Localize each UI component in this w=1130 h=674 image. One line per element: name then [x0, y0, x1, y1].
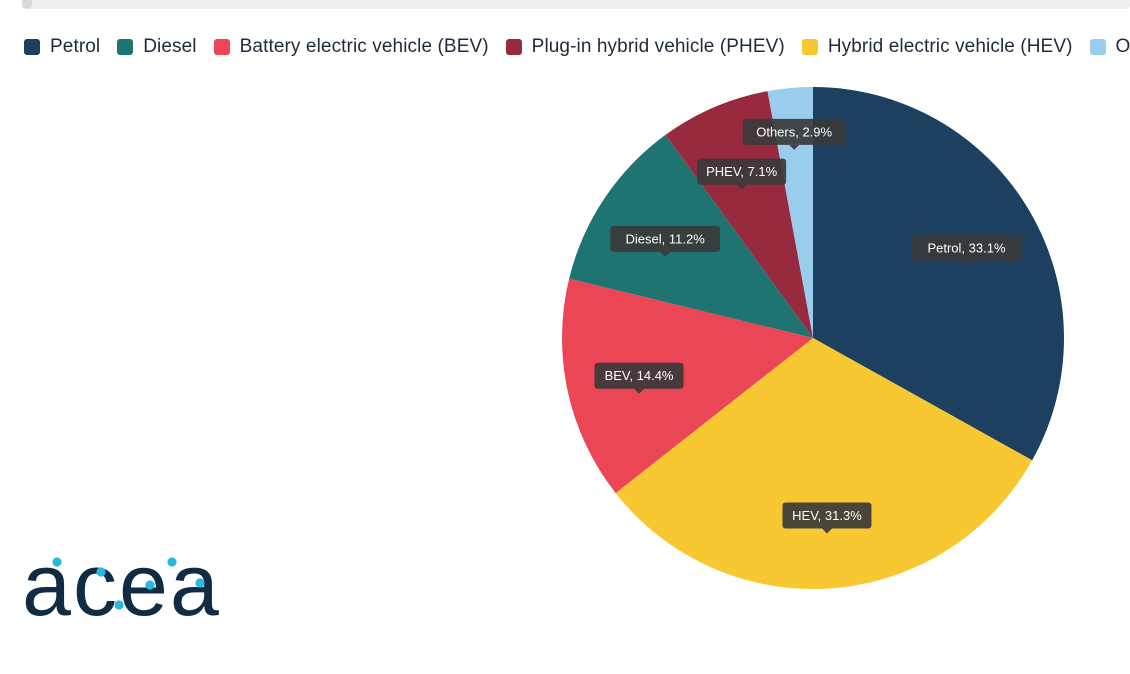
legend-swatch — [801, 39, 818, 55]
data-label-pointer — [660, 251, 671, 257]
legend-item-diesel[interactable]: Diesel — [117, 36, 197, 58]
data-label-box — [742, 118, 846, 145]
data-label-pointer — [634, 388, 645, 394]
data-label-pointer — [961, 260, 972, 266]
data-label: Petrol, 33.1% — [911, 234, 1022, 266]
data-label-pointer — [736, 184, 747, 190]
logo-dot — [195, 578, 205, 588]
data-label-box — [594, 362, 684, 389]
logo-dot — [114, 600, 124, 610]
logo-dot — [96, 567, 106, 577]
data-label-pointer — [821, 528, 832, 534]
legend-item-others[interactable]: Others — [1089, 36, 1130, 58]
scrollbar-thumb[interactable] — [22, 0, 32, 9]
pie-slice-battery-electric-vehicle-bev[interactable] — [562, 278, 813, 494]
legend-label: Diesel — [143, 36, 197, 57]
legend-label: Petrol — [50, 36, 101, 57]
data-label-box — [610, 225, 721, 252]
data-label-text: Petrol, 33.1% — [927, 240, 1005, 255]
data-label: PHEV, 7.1% — [697, 158, 787, 190]
data-label-text: HEV, 31.3% — [792, 508, 862, 523]
data-label: BEV, 14.4% — [594, 362, 684, 394]
data-label: Diesel, 11.2% — [610, 225, 721, 257]
data-label-text: Others, 2.9% — [756, 124, 832, 139]
data-label-text: PHEV, 7.1% — [706, 164, 778, 179]
logo-dot — [52, 557, 62, 567]
pie-slice-hybrid-electric-vehicle-hev[interactable] — [615, 338, 1033, 589]
data-label-box — [697, 158, 787, 185]
data-label-text: BEV, 14.4% — [605, 368, 674, 383]
legend-swatch — [24, 39, 40, 55]
legend-item-hev[interactable]: Hybrid electric vehicle (HEV) — [801, 36, 1073, 58]
data-label: Others, 2.9% — [742, 118, 846, 150]
legend-item-bev[interactable]: Battery electric vehicle (BEV) — [213, 36, 489, 58]
logo-dot — [167, 557, 177, 567]
pie-slice-plug-in-hybrid-vehicle-phev[interactable] — [665, 91, 813, 339]
legend-swatch — [505, 39, 522, 55]
legend-item-phev[interactable]: Plug-in hybrid vehicle (PHEV) — [505, 36, 785, 58]
acea-logo: acea — [22, 545, 221, 625]
data-label-box — [782, 502, 872, 529]
legend-label: Hybrid electric vehicle (HEV) — [827, 36, 1073, 57]
legend-label: Battery electric vehicle (BEV) — [239, 36, 489, 57]
logo-wordmark: acea — [22, 545, 221, 625]
data-label-box — [911, 234, 1022, 261]
pie-slice-petrol[interactable] — [813, 87, 1064, 461]
data-label-pointer — [789, 144, 800, 150]
legend-swatch — [1089, 39, 1106, 55]
legend-item-petrol[interactable]: Petrol — [24, 36, 100, 58]
logo-dot — [145, 580, 155, 590]
data-label-text: Diesel, 11.2% — [626, 231, 706, 246]
legend-swatch — [117, 39, 134, 55]
legend-swatch — [213, 39, 230, 55]
legend-label: Plug-in hybrid vehicle (PHEV) — [531, 36, 785, 57]
top-scrollbar[interactable] — [22, 0, 1130, 9]
pie-slice-others[interactable] — [767, 87, 813, 338]
legend: Petrol Diesel Battery electric vehicle (… — [24, 34, 1130, 60]
legend-label: Others — [1115, 36, 1130, 57]
data-label: HEV, 31.3% — [782, 502, 872, 534]
